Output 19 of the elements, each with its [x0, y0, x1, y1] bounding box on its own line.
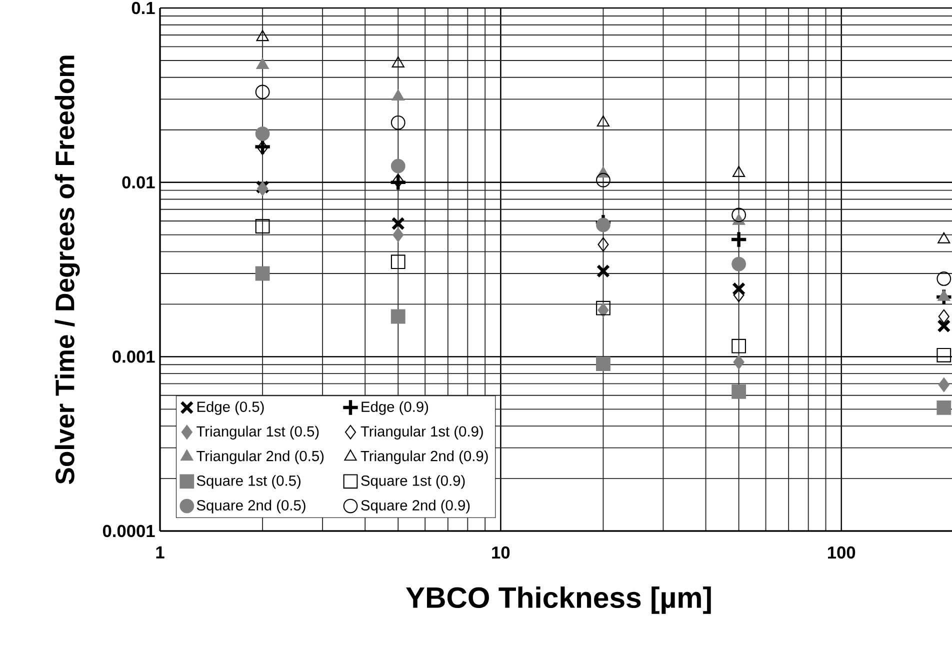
legend-label: Triangular 1st (0.5) — [196, 426, 319, 440]
legend-label: Square 1st (0.9) — [361, 475, 465, 489]
legend-label: Edge (0.5) — [197, 401, 264, 415]
y-tick-label: 0.001 — [112, 350, 155, 363]
legend-label: Square 2nd (0.5) — [196, 500, 306, 514]
x-tick-label: 100 — [828, 546, 856, 559]
y-tick-label: 0.1 — [132, 2, 155, 14]
legend-label: Triangular 2nd (0.5) — [196, 450, 324, 464]
y-tick-label: 0.01 — [122, 176, 155, 188]
legend-label: Edge (0.9) — [362, 401, 428, 415]
legend-label: Square 1st (0.5) — [196, 475, 300, 489]
x-tick-label: 10 — [492, 546, 510, 559]
x-axis-title: YBCO Thickness [µm] — [406, 586, 711, 614]
legend-label: Triangular 1st (0.9) — [360, 426, 483, 440]
y-tick-label: 0.0001 — [102, 524, 155, 538]
legend-label: Square 2nd (0.9) — [361, 500, 470, 514]
x-tick-label: 1 — [156, 546, 164, 558]
legend-label: Triangular 2nd (0.9) — [360, 450, 488, 464]
y-axis-title: Solver Time / Degrees of Freedom — [54, 56, 80, 484]
